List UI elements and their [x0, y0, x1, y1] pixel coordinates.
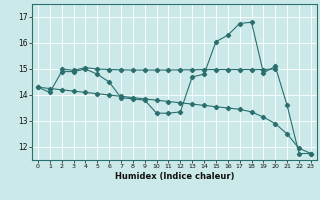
X-axis label: Humidex (Indice chaleur): Humidex (Indice chaleur) [115, 172, 234, 181]
